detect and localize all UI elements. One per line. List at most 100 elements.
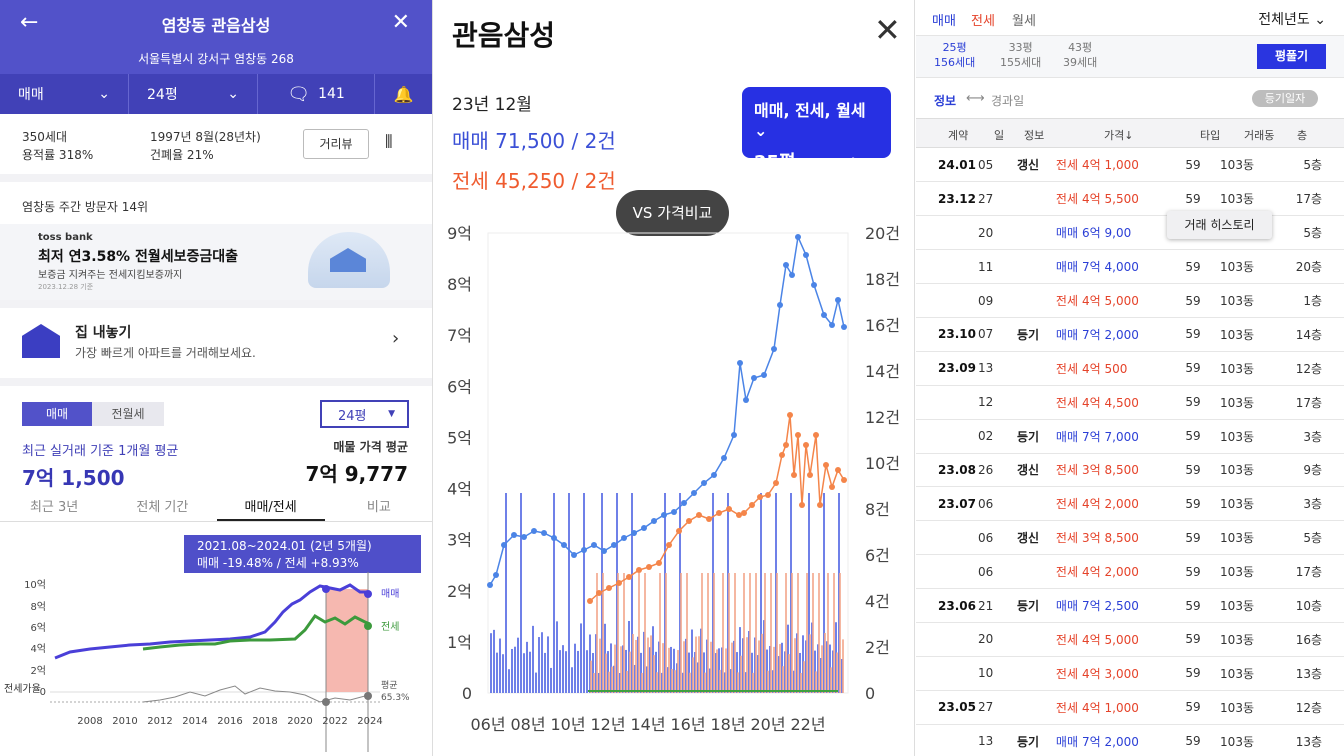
rent-volume-bar xyxy=(794,638,796,693)
rent-volume-bar xyxy=(716,649,718,693)
table-row[interactable]: 23.07 06 전세 4억 2,000 59 103동 3층 xyxy=(916,486,1344,522)
contract-month: 23.05 xyxy=(916,690,978,725)
rent-volume-bar xyxy=(641,672,643,693)
table-row[interactable]: 13 등기 매매 7억 2,000 59 103동 13층 xyxy=(916,724,1344,756)
col-day: 일 xyxy=(994,129,1005,142)
rent-volume-bar xyxy=(698,636,700,693)
size-expand-button[interactable]: 평풀기 xyxy=(1257,44,1326,69)
sale-volume-bar xyxy=(511,648,513,693)
tab-all-period[interactable]: 전체 기간 xyxy=(136,500,189,515)
sale-volume-bar xyxy=(496,652,498,693)
size-option-33[interactable]: 33평 155세대 xyxy=(1000,40,1041,70)
ad-section: 염창동 주간 방문자 14위 toss bank 최저 연3.58% 전월세보증… xyxy=(0,182,432,300)
share-icon[interactable]: ⫴ xyxy=(385,132,393,153)
rent-price-point xyxy=(765,492,771,498)
table-row[interactable]: 02 등기 매매 7억 7,000 59 103동 3층 xyxy=(916,419,1344,454)
rent-volume-bar xyxy=(842,639,844,693)
tab-sale-rent[interactable]: 매매/전세 xyxy=(216,494,325,521)
contract-month xyxy=(916,656,978,691)
table-row[interactable]: 23.12 27 전세 4억 5,500 59 103동 17층 xyxy=(916,181,1344,217)
rent-volume-bar xyxy=(707,573,709,693)
size-dropdown[interactable]: 24평 ⌄ xyxy=(129,74,258,114)
table-row[interactable]: 09 전세 4억 5,000 59 103동 1층 xyxy=(916,283,1344,318)
speech-bubble-icon: 🗨 xyxy=(287,83,311,105)
table-row[interactable]: 23.08 26 갱신 전세 3억 8,500 59 103동 9층 xyxy=(916,453,1344,488)
deal-type: 매매 xyxy=(1052,419,1082,454)
table-row[interactable]: 10 전세 4억 3,000 59 103동 13층 xyxy=(916,656,1344,691)
table-row[interactable]: 23.09 13 전세 4억 500 59 103동 12층 xyxy=(916,351,1344,386)
distance-view-button[interactable]: 거리뷰 xyxy=(303,129,369,159)
close-icon[interactable]: ✕ xyxy=(874,11,901,49)
sale-price-point xyxy=(551,535,557,541)
floor: 13층 xyxy=(1254,724,1344,756)
table-row[interactable]: 06 갱신 전세 3억 8,500 59 103동 5층 xyxy=(916,520,1344,556)
loan-ad-banner[interactable]: toss bank 최저 연3.58% 전월세보증금대출 보증금 지켜주는 전세… xyxy=(0,224,432,300)
contract-month: 23.06 xyxy=(916,588,978,623)
deal-type: 전세 xyxy=(1052,351,1082,386)
built-year: 1997년 8월(28년차) xyxy=(150,130,261,144)
floor: 5층 xyxy=(1254,148,1344,183)
price: 7억 2,000 xyxy=(1082,317,1178,352)
table-row[interactable]: 06 전세 4억 2,000 59 103동 17층 xyxy=(916,554,1344,590)
table-row[interactable]: 23.05 27 전세 4억 1,000 59 103동 12층 xyxy=(916,690,1344,725)
table-row[interactable]: 20 전세 4억 5,000 59 103동 16층 xyxy=(916,622,1344,657)
x-tick: 22년 xyxy=(790,715,825,734)
table-row[interactable]: 12 전세 4억 4,500 59 103동 17층 xyxy=(916,385,1344,420)
col-price-sort[interactable]: 가격↓ xyxy=(1104,129,1134,142)
building: 103동 xyxy=(1208,622,1254,657)
sale-price-point xyxy=(811,282,817,288)
building: 103동 xyxy=(1208,385,1254,420)
rent-price-point xyxy=(757,494,763,500)
filter-size: 25평 전용 59㎡ xyxy=(754,148,879,174)
rent-price-point xyxy=(749,502,755,508)
size-option-25[interactable]: 25평 156세대 xyxy=(934,40,975,70)
deal-filter-button[interactable]: 매매, 전세, 월세 ⌄ 25평 전용 59㎡ xyxy=(742,87,891,173)
close-icon[interactable]: ✕ xyxy=(391,10,410,35)
table-row[interactable]: 20 매매 6억 9,00 5층 xyxy=(916,215,1344,251)
comments-button[interactable]: 🗨 141 xyxy=(258,74,375,114)
x-tick: 12년 xyxy=(590,715,625,734)
sale-price-point xyxy=(829,322,835,328)
sale-volume-bar xyxy=(586,650,588,693)
tab-recent-3y[interactable]: 최근 3년 xyxy=(29,500,79,515)
toggle-sale[interactable]: 매매 xyxy=(22,402,92,426)
notification-bell-button[interactable]: 🔔 xyxy=(375,74,432,114)
deal-type: 전세 xyxy=(1052,453,1082,488)
tab-monthly[interactable]: 월세 xyxy=(1012,14,1036,29)
vs-compare-button[interactable]: VS 가격비교 xyxy=(616,190,729,236)
size-select[interactable]: 24평 ▼ xyxy=(320,400,409,428)
registration-date-button[interactable]: 등기일자 xyxy=(1252,90,1318,107)
sale-volume-bar xyxy=(556,621,558,693)
deal-type: 매매 xyxy=(1052,215,1082,251)
sale-volume-bar xyxy=(583,493,585,693)
caret-down-icon: ▼ xyxy=(388,409,395,419)
table-row[interactable]: 23.06 21 등기 매매 7억 2,500 59 103동 10층 xyxy=(916,588,1344,623)
table-row[interactable]: 23.10 07 등기 매매 7억 2,000 59 103동 14층 xyxy=(916,317,1344,352)
tab-jeonse[interactable]: 전세 xyxy=(971,14,995,29)
sell-home-row[interactable]: 집 내놓기 가장 빠르게 아파트를 거래해보세요. › xyxy=(0,308,432,378)
unit-type: 59 xyxy=(1178,148,1208,183)
deal-type: 전세 xyxy=(1052,554,1082,590)
tab-compare[interactable]: 비교 xyxy=(366,500,391,515)
y-left-tick: 6억 xyxy=(447,377,472,396)
rent-price-point xyxy=(636,567,642,573)
table-row[interactable]: 24.01 05 갱신 전세 4억 1,000 59 103동 5층 xyxy=(916,148,1344,183)
back-arrow-icon[interactable]: ← xyxy=(20,10,39,35)
building: 103동 xyxy=(1208,656,1254,691)
contract-day: 10 xyxy=(978,656,1004,691)
tab-sale[interactable]: 매매 xyxy=(932,14,956,29)
rent-volume-bar xyxy=(599,638,601,693)
size-option-43[interactable]: 43평 39세대 xyxy=(1063,40,1097,70)
chart-apartment-title: 관음삼성 xyxy=(452,19,556,52)
toggle-rent[interactable]: 전월세 xyxy=(92,402,164,426)
elapsed-toggle[interactable]: 경과일 xyxy=(991,94,1025,108)
sale-summary: 매매 71,500 / 2건 xyxy=(452,129,616,153)
info-toggle[interactable]: 정보 xyxy=(934,94,957,108)
y-right-tick: 8건 xyxy=(865,500,890,519)
rent-volume-bar xyxy=(770,573,772,693)
deal-type-dropdown[interactable]: 매매 ⌄ xyxy=(0,74,129,114)
price: 4억 3,000 xyxy=(1082,656,1178,691)
rent-volume-bar xyxy=(821,645,823,693)
year-filter-dropdown[interactable]: 전체년도 ⌄ xyxy=(1258,9,1326,29)
table-row[interactable]: 11 매매 7억 4,000 59 103동 20층 xyxy=(916,249,1344,285)
